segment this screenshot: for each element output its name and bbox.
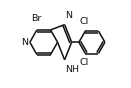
Text: Cl: Cl: [80, 17, 89, 26]
Text: Cl: Cl: [80, 58, 89, 67]
Text: Br: Br: [31, 14, 41, 23]
Text: N: N: [66, 11, 72, 20]
Text: N: N: [21, 38, 28, 47]
Text: NH: NH: [66, 65, 80, 74]
